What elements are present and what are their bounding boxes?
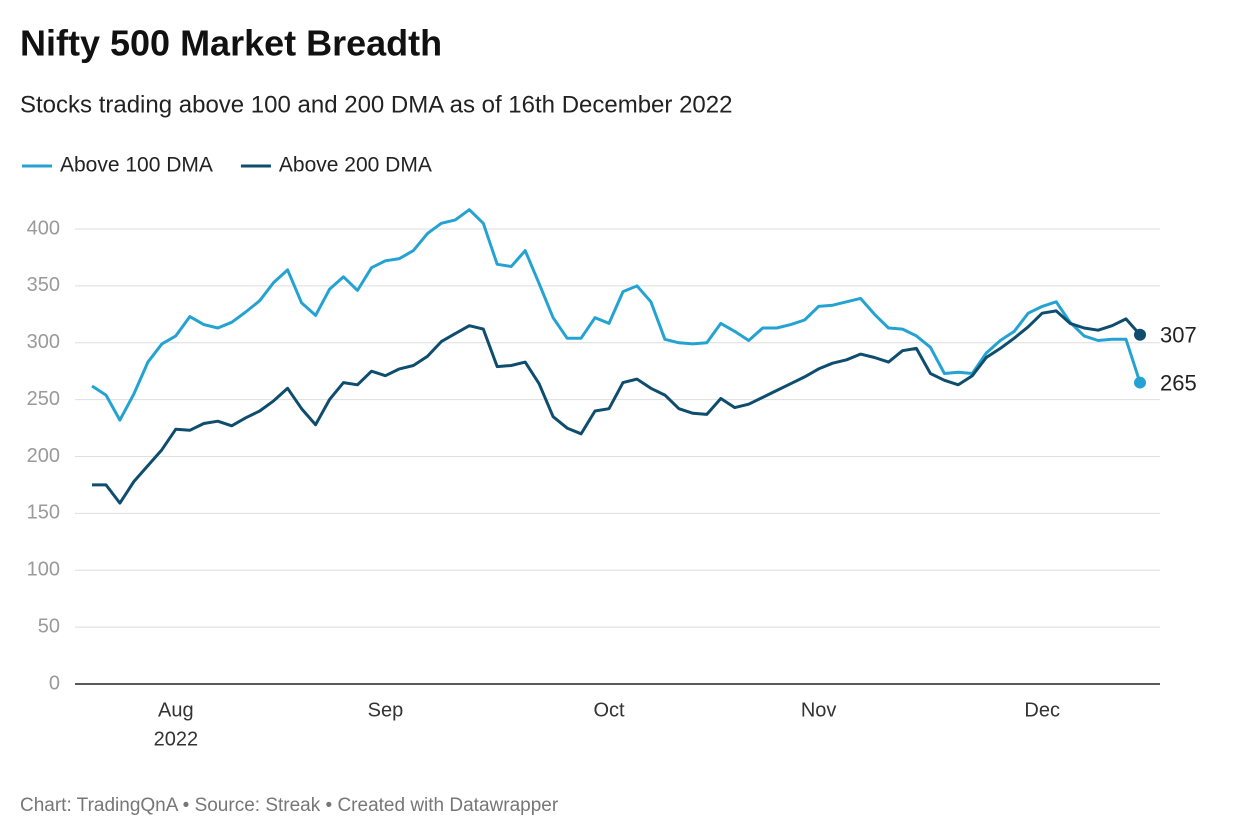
series-line xyxy=(92,309,1142,505)
y-tick-label: 400 xyxy=(27,217,60,239)
end-dot xyxy=(1134,376,1146,389)
x-tick-label: Sep xyxy=(368,699,404,721)
chart-subtitle: Stocks trading above 100 and 200 DMA as … xyxy=(20,91,732,118)
y-tick-label: 300 xyxy=(27,331,60,353)
end-label: 265 xyxy=(1160,370,1197,395)
x-tick-label: Oct xyxy=(593,699,625,721)
y-tick-label: 200 xyxy=(27,445,60,467)
x-tick-label: Aug xyxy=(158,699,194,721)
x-tick-label: Dec xyxy=(1024,699,1060,721)
series-line xyxy=(91,208,1142,422)
chart-title: Nifty 500 Market Breadth xyxy=(20,23,442,64)
legend-label: Above 100 DMA xyxy=(60,154,213,177)
end-label: 307 xyxy=(1160,323,1197,348)
y-tick-label: 350 xyxy=(27,274,60,296)
y-tick-label: 0 xyxy=(49,672,60,694)
end-dot xyxy=(1134,328,1146,341)
y-tick-label: 150 xyxy=(27,502,60,524)
x-year-label: 2022 xyxy=(154,728,199,750)
y-tick-label: 50 xyxy=(38,615,60,637)
y-tick-label: 100 xyxy=(27,559,60,581)
legend-label: Above 200 DMA xyxy=(279,154,432,177)
x-tick-label: Nov xyxy=(801,699,837,721)
y-tick-label: 250 xyxy=(27,388,60,410)
chart-source: Chart: TradingQnA • Source: Streak • Cre… xyxy=(20,795,559,816)
